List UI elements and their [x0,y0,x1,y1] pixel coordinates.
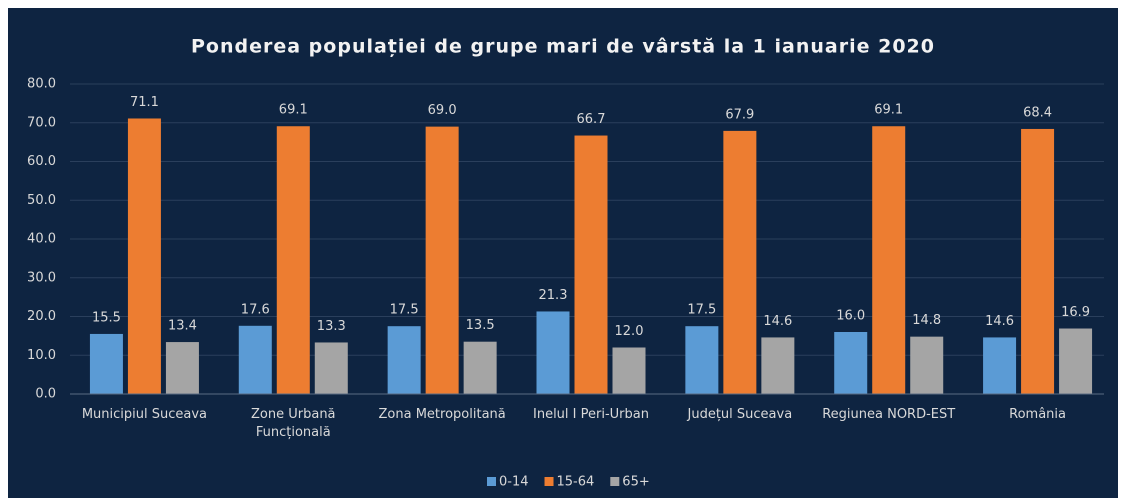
data-label: 16.9 [1061,305,1090,320]
bar [1059,328,1093,394]
bar [89,333,123,394]
data-label: 21.3 [539,288,568,303]
chart-title: Ponderea populației de grupe mari de vâr… [191,36,935,58]
bar [536,311,570,394]
bar [910,336,944,394]
legend-label: 15-64 [557,475,595,490]
bar [276,126,310,395]
legend-label: 0-14 [499,475,529,490]
x-tick-label: Municipiul Suceava [81,407,208,422]
bar [872,126,906,395]
bar [723,130,757,394]
data-label: 17.5 [687,303,716,318]
x-tick-label: Zone Urbană Funcțională [251,407,336,440]
data-label: 14.6 [763,314,792,329]
data-label: 14.8 [912,313,941,328]
bar [983,337,1017,394]
data-label: 69.1 [279,103,308,118]
legend-label: 65+ [622,475,649,490]
data-label: 69.0 [428,103,457,118]
bar [314,342,348,394]
bar [127,118,161,395]
bar [1021,128,1055,394]
x-tick-label: Regiunea NORD-EST [822,407,956,422]
y-tick-label: 60.0 [27,154,56,169]
bar [834,332,868,394]
y-tick-label: 0.0 [35,387,56,402]
y-tick-label: 30.0 [27,270,56,285]
bar [574,135,608,394]
data-label: 15.5 [92,310,121,325]
data-label: 71.1 [130,95,159,110]
x-tick-label: Inelul I Peri-Urban [533,407,649,422]
y-tick-label: 70.0 [27,115,56,130]
y-tick-label: 80.0 [27,77,56,92]
bar [761,337,795,394]
legend-swatch [610,477,620,486]
legend-swatch [487,477,496,486]
bar [685,326,719,394]
y-tick-label: 10.0 [27,348,56,363]
y-tick-label: 20.0 [27,309,56,324]
data-label: 17.6 [241,302,270,317]
data-label: 13.5 [466,318,495,333]
legend-swatch [544,477,554,486]
data-label: 66.7 [577,112,606,127]
bar [612,347,646,394]
y-tick-label: 40.0 [27,232,56,247]
data-label: 13.4 [168,319,197,334]
chart-background [8,8,1118,498]
data-label: 69.1 [874,103,903,118]
bar [238,325,272,394]
bar [387,326,421,394]
data-label: 17.5 [390,303,419,318]
data-label: 13.3 [317,319,346,334]
bar [165,342,199,394]
x-tick-label: România [1009,407,1066,422]
bar [463,341,497,394]
data-label: 14.6 [985,314,1014,329]
data-label: 16.0 [836,309,865,324]
data-label: 68.4 [1023,105,1052,120]
bar [425,126,459,394]
data-label: 67.9 [725,107,754,122]
y-tick-label: 50.0 [27,193,56,208]
data-label: 12.0 [615,324,644,339]
x-tick-label: Județul Suceava [687,407,793,422]
x-tick-label: Zona Metropolitană [378,407,506,422]
